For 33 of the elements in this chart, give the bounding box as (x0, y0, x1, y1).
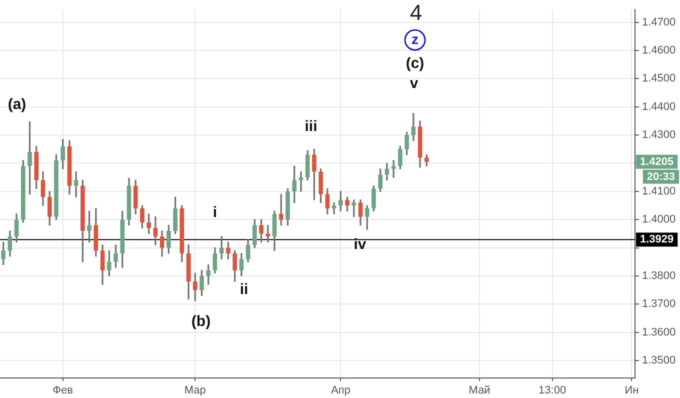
y-tick-label: 1.3500 (642, 354, 676, 367)
y-tick-label: 1.4600 (642, 44, 676, 56)
x-tick-label: Апр (330, 384, 350, 397)
annotation: (b) (191, 313, 211, 330)
annotation: iv (354, 236, 367, 254)
y-tick-label: 1.4100 (642, 185, 676, 198)
text: 1.4205 (640, 156, 674, 168)
candlestick (391, 160, 396, 178)
annotation: z (412, 30, 418, 47)
x-tick-label: Фев (52, 384, 74, 397)
ref-line-label: 1.3929 (640, 234, 674, 246)
annotation: (c) (406, 55, 424, 72)
x-tick-label: Ин (624, 384, 639, 397)
annotation: ii (240, 281, 248, 298)
y-tick-label: 1.4000 (642, 214, 676, 226)
y-tick-label: 1.4300 (642, 129, 676, 142)
annotation: iii (304, 118, 318, 136)
y-tick-label: 1.4400 (642, 100, 676, 113)
candlestick (74, 171, 78, 198)
annotation: v (410, 75, 419, 92)
annotation: 4 (410, 0, 422, 26)
x-tick-label: 13:00 (538, 384, 566, 397)
text: 20:33 (646, 170, 676, 183)
x-tick-label: Мар (184, 384, 206, 397)
candlestick (332, 202, 336, 214)
y-tick-label: 1.4700 (642, 16, 676, 28)
x-tick-label: Май (468, 384, 490, 397)
y-tick-label: 1.4500 (642, 72, 676, 85)
y-tick-label: 1.3700 (642, 298, 676, 310)
y-tick-label: 1.3600 (642, 326, 676, 338)
y-tick-label: 1.3800 (642, 270, 676, 282)
annotation: (a) (8, 96, 26, 114)
annotation: i (212, 204, 218, 222)
